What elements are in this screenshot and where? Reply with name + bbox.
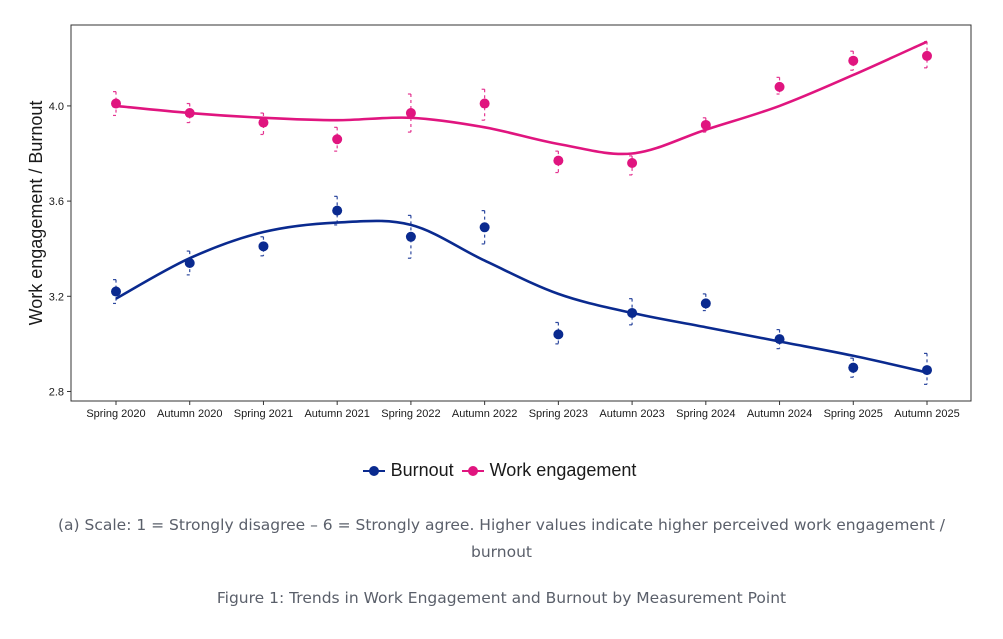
burnout-data-point [184, 257, 195, 268]
x-tick-label: Autumn 2021 [304, 408, 369, 420]
work-engagement-data-point [700, 119, 711, 130]
x-tick-label: Autumn 2023 [599, 408, 664, 420]
y-tick-label: 4.0 [49, 101, 64, 113]
burnout-data-point [405, 231, 416, 242]
work-engagement-data-point [405, 108, 416, 119]
work-engagement-data-point [553, 155, 564, 166]
y-axis: 2.8 3.2 3.6 4.0 [49, 101, 71, 398]
work-engagement-data-point [479, 98, 490, 109]
burnout-data-point [848, 362, 859, 373]
burnout-legend-key-icon [362, 465, 385, 477]
x-tick-label: Spring 2021 [234, 408, 293, 420]
work-engagement-trend-line [115, 40, 928, 156]
series-work-engagement [111, 40, 932, 176]
x-tick-label: Autumn 2022 [452, 408, 517, 420]
x-tick-label: Autumn 2020 [157, 408, 222, 420]
y-axis-title: Work engagement / Burnout [26, 101, 46, 326]
legend-item-burnout: Burnout [362, 460, 454, 481]
work-engagement-legend-key-icon [461, 465, 484, 477]
x-tick-label: Spring 2022 [381, 408, 440, 420]
chart: 2.83.23.64.0 Spring 2020 Autumn 2020 Sprin… [26, 24, 972, 420]
legend-label-burnout: Burnout [390, 460, 454, 480]
work-engagement-data-point [184, 108, 195, 119]
work-engagement-data-point [774, 81, 785, 92]
work-engagement-data-point [258, 117, 269, 128]
y-tick-label: 2.8 [49, 386, 64, 398]
legend-label-work-engagement: Work engagement [489, 460, 637, 480]
burnout-data-point [332, 205, 343, 216]
legend: Burnout Work engagement [0, 460, 1003, 481]
x-tick-label: Spring 2020 [86, 408, 145, 420]
series-layer [111, 40, 932, 385]
scale-note: (a) Scale: 1 = Strongly disagree – 6 = S… [57, 516, 946, 561]
figure-caption: Figure 1: Trends in Work Engagement and … [216, 589, 787, 607]
x-axis: Spring 2020 Autumn 2020 Spring 2021 Autumn … [86, 401, 960, 420]
burnout-data-point [479, 222, 490, 233]
burnout-data-point [627, 307, 638, 318]
burnout-data-point [258, 241, 269, 252]
work-engagement-data-point [627, 158, 638, 169]
x-tick-label: Autumn 2024 [747, 408, 812, 420]
work-engagement-data-point [922, 50, 932, 61]
work-engagement-data-point [848, 55, 859, 66]
legend-item-work-engagement: Work engagement [461, 460, 637, 481]
x-tick-label: Spring 2024 [676, 408, 735, 420]
burnout-data-point [774, 334, 785, 345]
y-tick-label: 3.6 [49, 196, 64, 208]
burnout-data-point [111, 286, 121, 297]
series-burnout [111, 195, 932, 385]
x-tick-label: Autumn 2025 [894, 408, 959, 420]
work-engagement-data-point [332, 134, 343, 145]
y-tick-label: 3.2 [49, 291, 64, 303]
burnout-trend-line [115, 219, 928, 374]
burnout-data-point [922, 365, 932, 376]
burnout-data-point [700, 298, 711, 309]
x-tick-label: Spring 2023 [529, 408, 588, 420]
x-tick-label: Spring 2025 [824, 408, 883, 420]
work-engagement-data-point [111, 98, 121, 109]
burnout-data-point [553, 329, 564, 340]
plot-frame [70, 24, 972, 402]
